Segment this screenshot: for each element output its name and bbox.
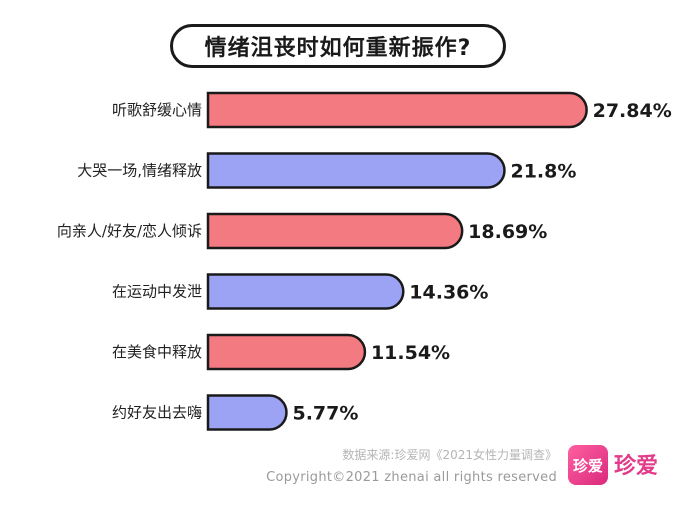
- chart-title: 情绪沮丧时如何重新振作?: [170, 24, 506, 68]
- zhenai-logo-text: 珍爱: [614, 454, 659, 479]
- bar: [206, 333, 367, 371]
- copyright-note: Copyright©2021 zhenai all rights reserve…: [266, 470, 557, 485]
- logo-icon-text: 珍爱: [572, 456, 603, 475]
- value-label: 18.69%: [468, 221, 547, 243]
- value-label: 11.54%: [371, 342, 450, 364]
- bar: [206, 273, 405, 310]
- category-label: 在美食中释放: [112, 343, 202, 361]
- category-label: 向亲人/好友/恋人倾诉: [57, 222, 202, 240]
- bar: [206, 394, 288, 431]
- category-label: 听歌舒缓心情: [112, 101, 202, 119]
- value-label: 21.8%: [510, 161, 576, 183]
- bar-chart: 听歌舒缓心情 27.84% 大哭一场,情绪释放 21.8% 向亲人/好友/恋人倾诉 18.…: [57, 91, 672, 431]
- category-label: 约好友出去嗨: [112, 404, 202, 422]
- bar: [206, 212, 464, 250]
- value-label: 14.36%: [409, 282, 488, 304]
- bar: [206, 152, 506, 189]
- value-label: 27.84%: [593, 100, 672, 122]
- value-label: 5.77%: [292, 403, 358, 425]
- category-label: 在运动中发泄: [112, 283, 202, 301]
- category-label: 大哭一场,情绪释放: [77, 162, 202, 180]
- zhenai-logo-icon: 珍爱: [568, 445, 608, 485]
- bar: [206, 91, 588, 129]
- source-note: 数据来源:珍爱网《2021女性力量调查》: [342, 448, 557, 462]
